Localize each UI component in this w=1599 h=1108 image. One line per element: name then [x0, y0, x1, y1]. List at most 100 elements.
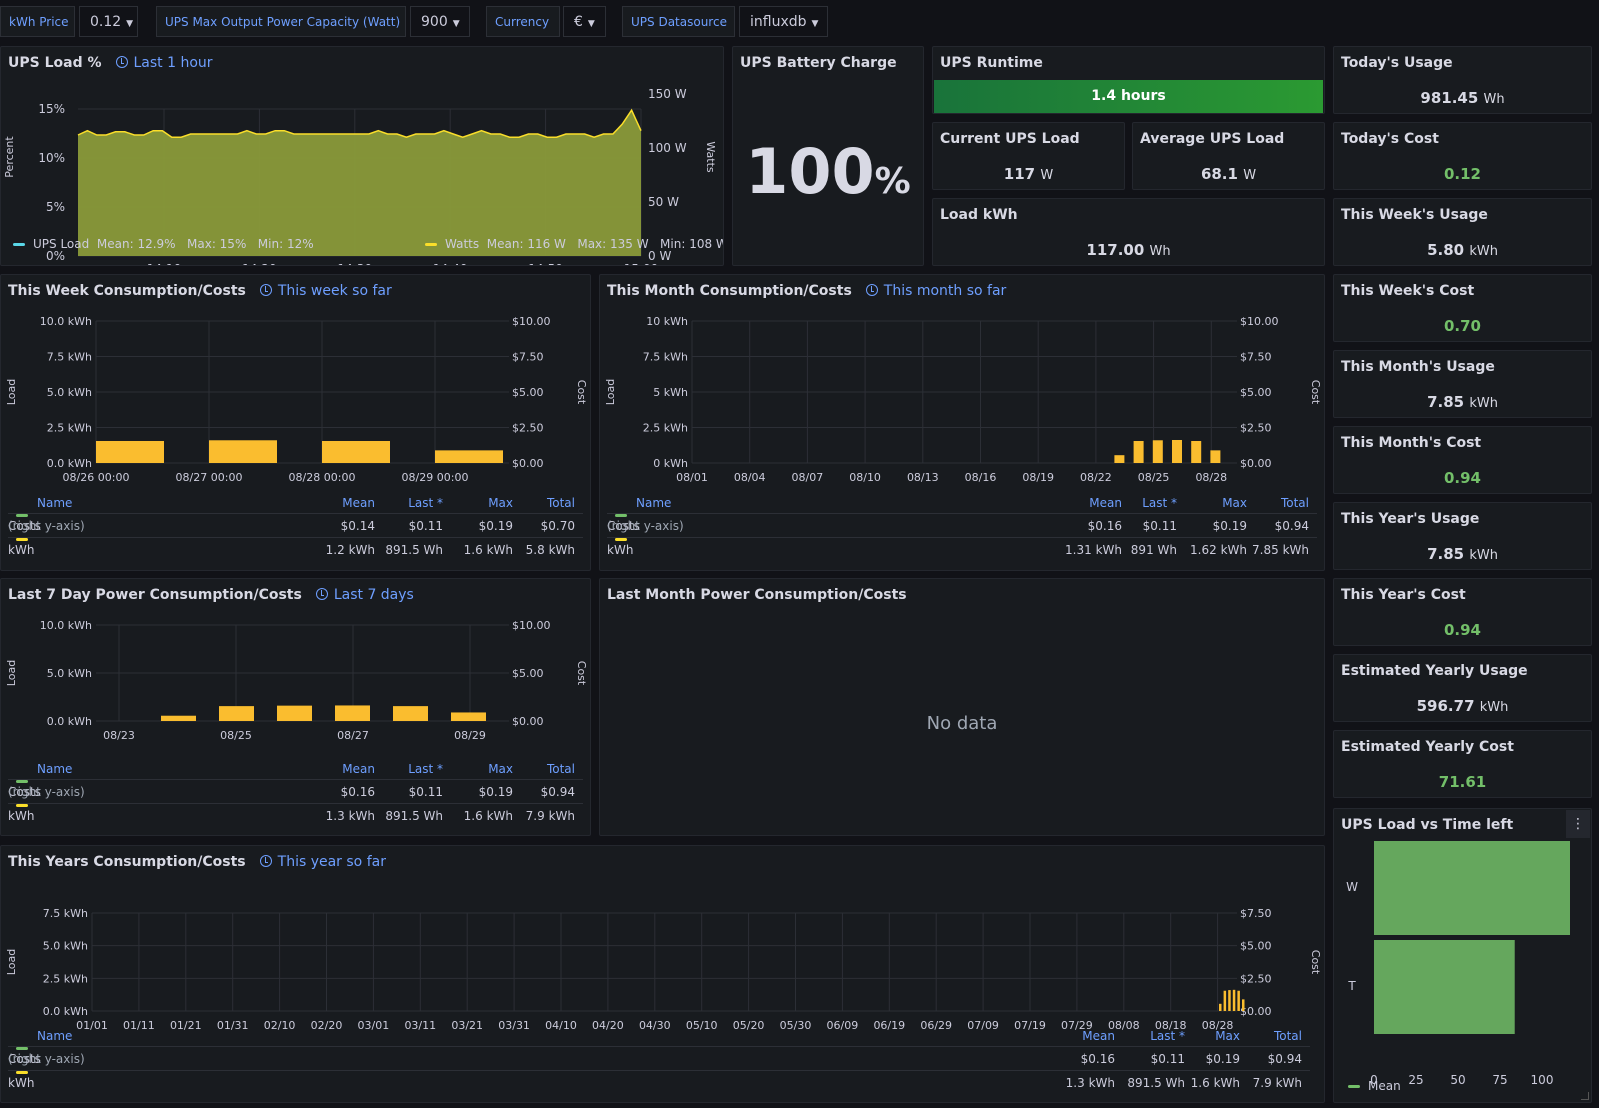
bar-08/27[interactable]: [209, 440, 277, 463]
series-color-swatch: [13, 243, 25, 246]
y-tick-label-right: $2.50: [1240, 972, 1272, 985]
bar-08/27[interactable]: [1232, 989, 1236, 1011]
y-tick-label: 5.0 kWh: [47, 667, 92, 680]
bar-08/26[interactable]: [1228, 990, 1231, 1011]
series-color-swatch: [1348, 1085, 1360, 1088]
month-title: This Month Consumption/Costs: [607, 283, 852, 299]
column-header[interactable]: Name: [37, 496, 73, 510]
resize-handle[interactable]: [1581, 1092, 1589, 1100]
watts-line[interactable]: [77, 108, 642, 138]
bar-08/26[interactable]: [277, 705, 312, 721]
column-header[interactable]: Name: [636, 496, 672, 510]
legend-mean: $0.16: [1080, 1052, 1115, 1066]
column-header[interactable]: Last *: [1142, 496, 1177, 510]
kwh-price-select[interactable]: 0.12 ▼: [79, 6, 138, 37]
bar-08/28[interactable]: [1237, 990, 1240, 1011]
time-range-link[interactable]: This week so far: [259, 283, 392, 299]
bar-08/26[interactable]: [1152, 440, 1163, 463]
datasource-variable: UPS Datasource influxdb ▼: [622, 6, 828, 37]
column-header[interactable]: Max: [488, 762, 513, 776]
bar-08/27[interactable]: [1172, 439, 1182, 463]
column-header[interactable]: Mean: [1082, 1029, 1115, 1043]
legend-row[interactable]: kWh 1.3 kWh 891.5 Wh 1.6 kWh 7.9 kWh: [8, 803, 583, 827]
column-header[interactable]: Mean: [342, 762, 375, 776]
time-range-link[interactable]: Last 7 days: [315, 587, 414, 603]
bar-08/24[interactable]: [1114, 455, 1125, 463]
legend-row[interactable]: Costs (right y-axis) $0.16 $0.11 $0.19 $0.94: [607, 513, 1317, 537]
panel-title: Last Month Power Consumption/Costs: [607, 587, 907, 603]
y-tick-label-right: $0.00: [1240, 457, 1272, 470]
panel-menu-icon[interactable]: ⋮: [1566, 810, 1590, 838]
bar-08/24[interactable]: [1219, 1003, 1222, 1011]
year-consumption-panel: This Years Consumption/Costs This year so…: [0, 845, 1325, 1103]
column-header[interactable]: Mean: [342, 496, 375, 510]
bar-08/29[interactable]: [451, 712, 486, 721]
chevron-down-icon: ▼: [811, 19, 819, 29]
legend-watts[interactable]: Watts Mean: 116 W Max: 135 W Min: 108 W: [425, 237, 723, 251]
x-tick-label: 08/08: [1108, 1019, 1140, 1032]
bar-08/25[interactable]: [1133, 440, 1144, 463]
bar-08/29[interactable]: [1210, 450, 1221, 463]
bar-08/27[interactable]: [335, 705, 370, 721]
stat-panel: This Year's Cost 0.94: [1333, 578, 1592, 646]
column-header[interactable]: Last *: [408, 496, 443, 510]
x-tick-label: 08/13: [907, 471, 939, 484]
column-header[interactable]: Mean: [1089, 496, 1122, 510]
x-tick-label: 08/07: [792, 471, 824, 484]
clock-icon: [315, 588, 328, 600]
bar-08/25[interactable]: [1223, 990, 1227, 1011]
stat-unit: W: [1243, 168, 1257, 183]
bar-W[interactable]: [1374, 841, 1570, 935]
column-header[interactable]: Max: [488, 496, 513, 510]
column-header[interactable]: Max: [1215, 1029, 1240, 1043]
legend-mean: 1.3 kWh: [1065, 1076, 1115, 1090]
time-range-link[interactable]: This year so far: [259, 854, 386, 870]
bar-08/26[interactable]: [96, 440, 164, 463]
currency-select[interactable]: € ▼: [563, 6, 606, 37]
column-header[interactable]: Last *: [408, 762, 443, 776]
time-range-link[interactable]: This month so far: [865, 283, 1006, 299]
max-power-select[interactable]: 900 ▼: [410, 6, 470, 37]
bar-08/25[interactable]: [219, 706, 254, 721]
y-tick-label-right: $2.50: [512, 422, 544, 435]
watts-area[interactable]: [78, 110, 641, 256]
bar-08/28[interactable]: [1191, 440, 1202, 463]
x-tick-label: 03/21: [451, 1019, 483, 1032]
bar-08/28[interactable]: [393, 706, 428, 721]
bar-08/28[interactable]: [322, 440, 390, 463]
y-tick-label-right: $5.00: [512, 667, 544, 680]
column-header[interactable]: Name: [37, 762, 73, 776]
column-header[interactable]: Total: [1273, 1029, 1302, 1043]
legend-max: $0.19: [1212, 519, 1247, 533]
legend-row[interactable]: kWh 1.3 kWh 891.5 Wh 1.6 kWh 7.9 kWh: [8, 1070, 1310, 1094]
x-tick-label: 08/27 00:00: [176, 471, 243, 484]
legend-ups-load[interactable]: UPS Load Mean: 12.9% Max: 15% Min: 12%: [13, 237, 314, 251]
year-bar-chart: Load Cost 7.5 kWh $7.50 5.0 kWh $5.00 2.5 kWh $…: [5, 907, 1322, 1032]
bar-08/29[interactable]: [1242, 999, 1245, 1011]
legend-row[interactable]: Costs (right y-axis) $0.16 $0.11 $0.19 $0.94: [8, 779, 583, 803]
column-header[interactable]: Last *: [1150, 1029, 1185, 1043]
series-color-swatch: [615, 538, 627, 541]
datasource-select[interactable]: influxdb ▼: [739, 6, 828, 37]
series-suffix: (right y-axis): [8, 1052, 85, 1066]
legend-row[interactable]: kWh 1.31 kWh 891 Wh 1.62 kWh 7.85 kWh: [607, 537, 1317, 561]
column-header[interactable]: Total: [546, 496, 575, 510]
legend-row[interactable]: Costs (right y-axis) $0.14 $0.11 $0.19 $0.70: [8, 513, 583, 537]
column-header[interactable]: Total: [546, 762, 575, 776]
column-header[interactable]: Name: [37, 1029, 73, 1043]
bar-08/24[interactable]: [161, 715, 196, 721]
bar-08/29[interactable]: [435, 450, 503, 463]
time-range-link[interactable]: Last 1 hour: [115, 55, 213, 71]
column-header[interactable]: Max: [1222, 496, 1247, 510]
last-month-panel: Last Month Power Consumption/Costs No da…: [599, 578, 1325, 836]
legend-row[interactable]: kWh 1.2 kWh 891.5 Wh 1.6 kWh 5.8 kWh: [8, 537, 583, 561]
y-tick-label: 0.0 kWh: [47, 457, 92, 470]
legend-row[interactable]: Costs (right y-axis) $0.16 $0.11 $0.19 $0.94: [8, 1046, 1310, 1070]
y-tick-label-right: $7.50: [1240, 351, 1272, 364]
y-tick-label-right: $7.50: [512, 351, 544, 364]
bar-T[interactable]: [1374, 940, 1515, 1034]
column-header[interactable]: Total: [1280, 496, 1309, 510]
legend-mean[interactable]: Mean: [1348, 1079, 1401, 1093]
datasource-label: UPS Datasource: [622, 6, 735, 37]
legend-last: 891.5 Wh: [385, 543, 443, 557]
